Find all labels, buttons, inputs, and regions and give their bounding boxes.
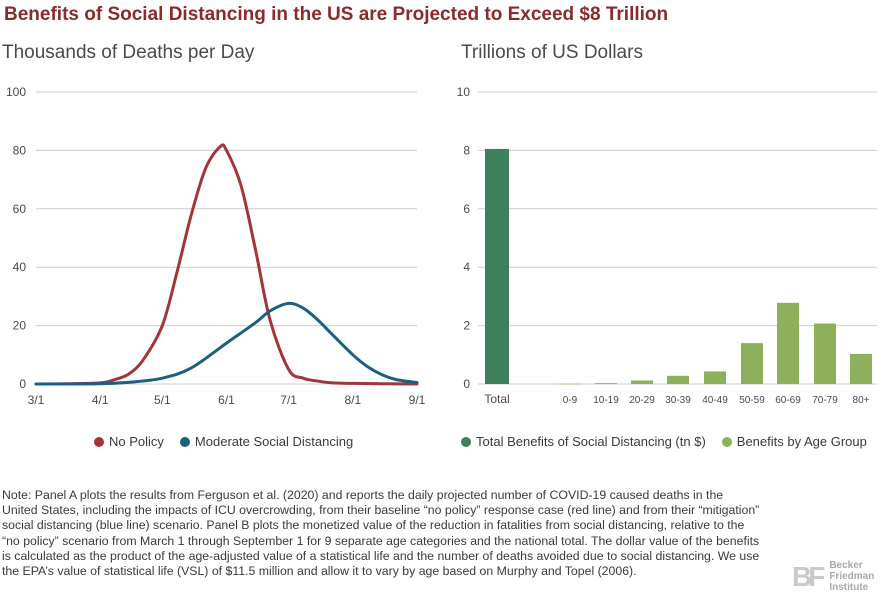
y-tick-label: 0 bbox=[19, 377, 26, 391]
age-group-bar bbox=[777, 302, 799, 384]
category-label: Total bbox=[484, 392, 509, 406]
age-group-bar bbox=[667, 375, 689, 384]
y-tick-label: 60 bbox=[13, 202, 27, 216]
legend-item-total-benefits: Total Benefits of Social Distancing (tn … bbox=[461, 434, 706, 449]
legend-item-age-group: Benefits by Age Group bbox=[721, 434, 867, 449]
legend-swatch-total-benefits bbox=[461, 436, 471, 447]
legend-swatch-social-distancing bbox=[179, 436, 190, 447]
charts-canvas: 0 20 40 60 80 100 3/1 4/1 5/1 6/1 7/1 8/1 9/1 0 2 4 6 8 1… bbox=[6, 85, 877, 407]
legend-item-no-policy: No Policy bbox=[94, 434, 164, 449]
legend-label-social-distancing: Moderate Social Distancing bbox=[194, 434, 354, 449]
x-tick-label: 8/1 bbox=[344, 393, 361, 407]
panel-a-title: Thousands of Deaths per Day bbox=[2, 42, 255, 63]
bar-chart-legend: Total Benefits of Social Distancing (tn … bbox=[461, 434, 883, 449]
y-tick-label: 2 bbox=[463, 319, 470, 333]
x-tick-label: 4/1 bbox=[92, 393, 109, 407]
y-tick-label: 20 bbox=[13, 319, 27, 333]
x-tick-label: 9/1 bbox=[409, 393, 426, 407]
category-label: 80+ bbox=[853, 395, 870, 406]
legend-label-age-group: Benefits by Age Group bbox=[736, 434, 867, 449]
bfi-logo-text: Becker Friedman Institute bbox=[829, 560, 874, 593]
age-group-bar bbox=[631, 380, 653, 384]
category-label: 60-69 bbox=[775, 395, 801, 406]
category-label: 20-29 bbox=[629, 395, 655, 406]
x-tick-label: 7/1 bbox=[280, 393, 297, 407]
logo-line: Friedman bbox=[829, 571, 875, 582]
y-tick-label: 10 bbox=[457, 85, 471, 99]
legend-label-total-benefits: Total Benefits of Social Distancing (tn … bbox=[476, 434, 706, 449]
line-chart-legend: No Policy Moderate Social Distancing bbox=[94, 434, 369, 449]
y-tick-label: 100 bbox=[6, 85, 26, 99]
x-tick-label: 6/1 bbox=[218, 393, 235, 407]
category-label: 50-59 bbox=[739, 395, 765, 406]
no-policy-line bbox=[34, 143, 419, 386]
main-title: Benefits of Social Distancing in the US … bbox=[4, 4, 669, 25]
social-distancing-line bbox=[34, 301, 419, 386]
age-group-bar bbox=[595, 383, 617, 384]
y-tick-label: 8 bbox=[463, 143, 470, 157]
y-tick-label: 6 bbox=[463, 202, 470, 216]
age-group-bar bbox=[704, 371, 726, 384]
logo-line: Becker bbox=[829, 560, 863, 571]
y-tick-label: 40 bbox=[13, 260, 27, 274]
y-tick-label: 4 bbox=[463, 260, 470, 274]
legend-label-no-policy: No Policy bbox=[109, 434, 164, 449]
age-group-bar bbox=[559, 383, 581, 385]
logo-line: Institute bbox=[829, 582, 869, 593]
legend-item-social-distancing: Moderate Social Distancing bbox=[179, 434, 354, 449]
total-benefit-bar bbox=[485, 148, 509, 384]
legend-swatch-age-group bbox=[721, 436, 732, 447]
y-tick-label: 0 bbox=[463, 377, 470, 391]
bfi-logo: BF Becker Friedman Institute bbox=[792, 560, 874, 593]
footnote: Note: Panel A plots the results from Fer… bbox=[2, 488, 760, 579]
benefits-bar-chart: 0 2 4 6 8 10 Total 0-9 10-19 20-29 30-39 40-49 50-59… bbox=[457, 85, 877, 406]
bfi-logo-mark: BF bbox=[792, 560, 825, 592]
age-group-bar bbox=[850, 353, 872, 384]
category-label: 0-9 bbox=[563, 395, 578, 406]
x-tick-label: 5/1 bbox=[154, 393, 171, 407]
age-group-bar bbox=[814, 323, 836, 384]
category-label: 70-79 bbox=[812, 395, 838, 406]
category-label: 10-19 bbox=[593, 395, 619, 406]
y-tick-label: 80 bbox=[13, 143, 27, 157]
category-label: 40-49 bbox=[702, 395, 728, 406]
x-tick-label: 3/1 bbox=[28, 393, 45, 407]
category-label: 30-39 bbox=[665, 395, 691, 406]
age-group-bar bbox=[741, 343, 763, 384]
legend-swatch-no-policy bbox=[94, 436, 104, 447]
deaths-line-chart: 0 20 40 60 80 100 3/1 4/1 5/1 6/1 7/1 8/1 9/1 bbox=[6, 85, 426, 407]
panel-b-title: Trillions of US Dollars bbox=[461, 42, 643, 63]
